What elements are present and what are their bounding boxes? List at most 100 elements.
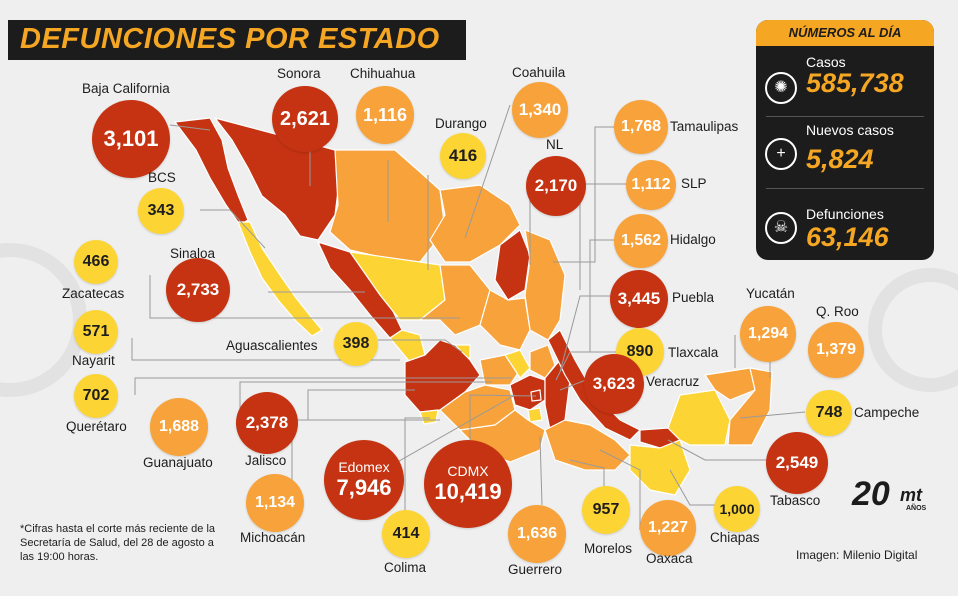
footnote: *Cifras hasta el corte más reciente de l… xyxy=(20,523,216,563)
plus-icon: + xyxy=(765,138,797,170)
bubble-yucatan: 1,294 xyxy=(740,306,796,362)
label-oaxaca: Oaxaca xyxy=(646,551,693,566)
label-aguascalientes: Aguascalientes xyxy=(226,338,318,353)
bubble-aguascalientes: 398 xyxy=(334,322,378,366)
bubble-durango: 416 xyxy=(440,133,486,179)
bubble-tabasco: 2,549 xyxy=(766,432,828,494)
label-qroo: Q. Roo xyxy=(816,304,859,319)
state-yucatan xyxy=(704,367,756,401)
state-baja-california xyxy=(174,117,249,226)
bubble-zacatecas: 466 xyxy=(74,240,118,284)
label-zacatecas: Zacatecas xyxy=(62,286,125,301)
bubble-guerrero: 1,636 xyxy=(508,505,566,563)
state-bcs xyxy=(237,221,323,337)
bubble-hidalgo: 1,562 xyxy=(614,214,668,268)
state-campeche xyxy=(667,389,731,446)
state-colima xyxy=(419,409,439,425)
virus-icon: ✺ xyxy=(765,72,797,104)
bubble-edomex: Edomex 7,946 xyxy=(324,440,404,520)
label-sonora: Sonora xyxy=(277,66,321,81)
bubble-chiapas: 1,000 xyxy=(714,486,760,532)
skull-icon: ☠ xyxy=(765,212,797,244)
stats-panel-title: NÚMEROS AL DÍA xyxy=(788,25,902,40)
divider xyxy=(766,188,924,189)
label-slp: SLP xyxy=(681,176,707,191)
bubble-qroo: 1,379 xyxy=(808,322,864,378)
bubble-coahuila: 1,340 xyxy=(512,82,568,138)
bubble-bcs: 343 xyxy=(138,188,184,234)
label-jalisco: Jalisco xyxy=(245,453,287,468)
label-puebla: Puebla xyxy=(672,290,715,305)
bubble-cdmx: CDMX 10,419 xyxy=(424,440,512,528)
label-chihuahua: Chihuahua xyxy=(350,66,416,81)
label-tabasco: Tabasco xyxy=(770,493,821,508)
state-morelos xyxy=(527,407,543,423)
bubble-baja-california: 3,101 xyxy=(92,100,170,178)
logo-number: 20 xyxy=(852,475,890,513)
stats-panel: NÚMEROS AL DÍA ✺ Casos 585,738 + Nuevos … xyxy=(756,20,934,260)
logo-brand: mt xyxy=(900,485,922,505)
title-banner: DEFUNCIONES POR ESTADO xyxy=(8,20,466,60)
label-guerrero: Guerrero xyxy=(508,562,563,577)
stat-new-cases-value: 5,824 xyxy=(806,144,874,174)
bubble-guanajuato: 1,688 xyxy=(150,398,208,456)
label-nayarit: Nayarit xyxy=(72,353,115,368)
bubble-colima: 414 xyxy=(382,510,430,558)
label-campeche: Campeche xyxy=(854,405,920,420)
bubble-nayarit: 571 xyxy=(74,310,118,354)
stat-cases-value: 585,738 xyxy=(806,68,904,98)
label-durango: Durango xyxy=(435,116,487,131)
label-tamaulipas: Tamaulipas xyxy=(670,119,739,134)
page-title: DEFUNCIONES POR ESTADO xyxy=(20,23,440,55)
stat-new-cases-label: Nuevos casos xyxy=(806,122,894,138)
milenio-20-logo: 20 mt AÑOS xyxy=(852,475,942,519)
bubble-veracruz: 3,623 xyxy=(584,354,644,414)
label-colima: Colima xyxy=(384,560,427,575)
label-guanajuato: Guanajuato xyxy=(143,455,213,470)
stat-deaths-label: Defunciones xyxy=(806,206,884,222)
label-veracruz: Veracruz xyxy=(646,374,700,389)
label-tlaxcala: Tlaxcala xyxy=(668,345,719,360)
stat-deaths-value: 63,146 xyxy=(806,222,889,252)
bubble-slp: 1,112 xyxy=(626,160,676,210)
label-baja-california: Baja California xyxy=(82,81,170,96)
logo-years: AÑOS xyxy=(906,505,927,512)
bubble-morelos: 957 xyxy=(582,486,630,534)
state-slp xyxy=(479,289,531,351)
label-bcs: BCS xyxy=(148,170,176,185)
bubble-sonora: 2,621 xyxy=(272,86,338,152)
label-hidalgo: Hidalgo xyxy=(670,232,716,247)
label-queretaro: Querétaro xyxy=(66,419,127,434)
label-sinaloa: Sinaloa xyxy=(170,246,216,261)
stat-cases-label: Casos xyxy=(806,54,846,70)
bubble-campeche: 748 xyxy=(806,390,852,436)
bubble-edomex-name: Edomex xyxy=(338,458,390,475)
label-michoacan: Michoacán xyxy=(240,530,306,545)
state-coahuila xyxy=(429,184,521,263)
bubble-tamaulipas: 1,768 xyxy=(614,100,668,154)
state-tamaulipas xyxy=(524,229,566,341)
state-qroo xyxy=(727,367,773,446)
bubble-queretaro: 702 xyxy=(74,374,118,418)
image-credit: Imagen: Milenio Digital xyxy=(796,548,918,562)
bubble-nl: 2,170 xyxy=(526,156,586,216)
label-coahuila: Coahuila xyxy=(512,65,566,80)
stats-panel-header: NÚMEROS AL DÍA xyxy=(756,20,934,46)
label-morelos: Morelos xyxy=(584,541,633,556)
label-yucatan: Yucatán xyxy=(746,286,795,301)
state-nl xyxy=(494,229,531,301)
bubble-puebla: 3,445 xyxy=(610,270,668,328)
divider xyxy=(766,116,924,117)
bubble-oaxaca: 1,227 xyxy=(640,500,696,556)
state-nayarit xyxy=(389,329,426,363)
state-chiapas xyxy=(629,439,691,496)
bubble-michoacan: 1,134 xyxy=(246,474,304,532)
bubble-cdmx-name: CDMX xyxy=(447,462,489,479)
bubble-chihuahua: 1,116 xyxy=(356,86,414,144)
bubble-jalisco: 2,378 xyxy=(236,392,298,454)
bubble-sinaloa: 2,733 xyxy=(166,258,230,322)
label-chiapas: Chiapas xyxy=(710,530,760,545)
label-nl: NL xyxy=(546,137,564,152)
